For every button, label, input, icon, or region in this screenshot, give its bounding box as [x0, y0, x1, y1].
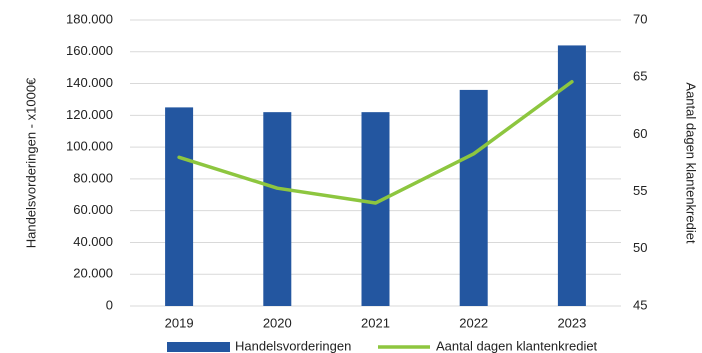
legend-swatch: [167, 342, 230, 352]
bar: [165, 107, 194, 306]
bar: [557, 45, 586, 307]
y2-tick-label: 60: [633, 126, 647, 141]
x-tick-label: 2020: [263, 315, 292, 330]
y-tick-label: 80.000: [73, 170, 113, 185]
legend-label: Handelsvorderingen: [235, 338, 351, 353]
y2-tick-label: 65: [633, 69, 647, 84]
legend-label: Aantal dagen klantenkrediet: [436, 338, 598, 353]
line: [177, 80, 574, 205]
x-tick-label: 2021: [361, 315, 390, 330]
y-tick-label: 100.000: [66, 139, 113, 154]
y-tick-label: 140.000: [66, 75, 113, 90]
x-tick-label: 2019: [165, 315, 194, 330]
y2-axis-label: Aantal dagen klantenkrediet: [684, 82, 699, 244]
x-tick-label: 2022: [459, 315, 488, 330]
y2-tick-label: 70: [633, 11, 647, 26]
bar: [263, 112, 292, 307]
y2-tick-label: 50: [633, 240, 647, 255]
x-tick-label: 2023: [557, 315, 586, 330]
y2-tick-label: 45: [633, 297, 647, 312]
y-tick-label: 180.000: [66, 11, 113, 26]
y-tick-label: 20.000: [73, 266, 113, 281]
bar: [459, 89, 488, 307]
y-tick-label: 0: [106, 297, 113, 312]
y-tick-label: 60.000: [73, 202, 113, 217]
y-axis-label: Handelsvorderingen - x1000€: [23, 77, 38, 248]
y-tick-label: 40.000: [73, 234, 113, 249]
y2-tick-label: 55: [633, 183, 647, 198]
bar: [361, 112, 390, 307]
y-tick-label: 160.000: [66, 43, 113, 58]
y-tick-label: 120.000: [66, 107, 113, 122]
